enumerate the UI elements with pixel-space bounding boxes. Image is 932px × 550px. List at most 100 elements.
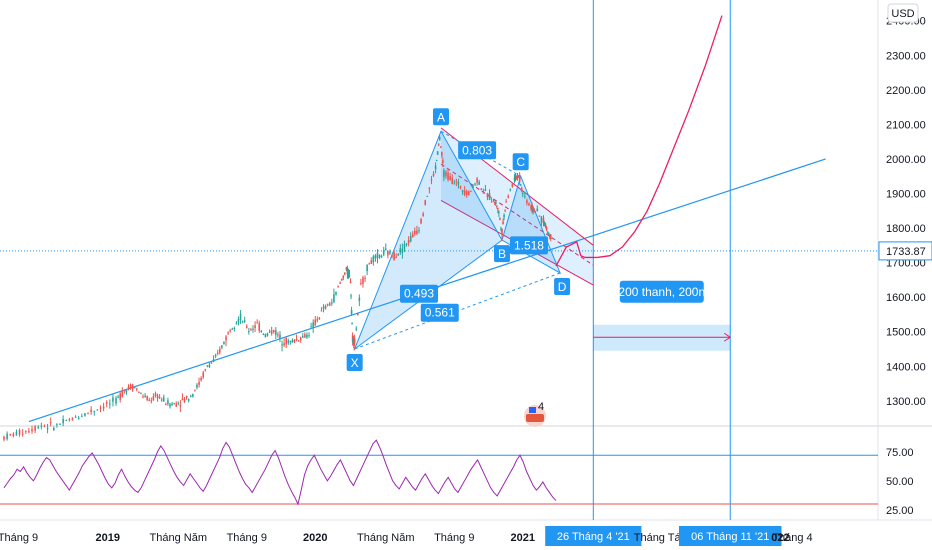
candle-body — [297, 340, 300, 342]
candle-body — [424, 200, 427, 205]
candle-body — [214, 354, 217, 357]
price-tick-label: 2200.00 — [886, 85, 926, 97]
rsi-line[interactable] — [3, 439, 557, 506]
candle-body — [342, 276, 345, 279]
candle-body — [179, 404, 182, 407]
point-label-box-D — [554, 277, 571, 295]
candle-body — [514, 175, 517, 181]
candle-body — [428, 188, 431, 190]
candle-body — [146, 396, 148, 400]
candle-body — [349, 281, 352, 283]
ratio-label-box — [420, 303, 459, 322]
candle-body — [283, 343, 285, 346]
candle-body — [216, 352, 219, 354]
ratio-label: 0.493 — [404, 287, 434, 301]
price-tick-label: 1800.00 — [886, 223, 926, 235]
time-marker-tag[interactable] — [545, 526, 642, 546]
candle-body — [308, 335, 310, 337]
candle-body — [422, 213, 424, 217]
candle-body — [351, 323, 353, 325]
candle-body — [129, 384, 132, 389]
price-tick-label: 1600.00 — [886, 292, 926, 304]
candle-body — [350, 310, 353, 315]
candle-body — [432, 173, 435, 176]
date-range-box[interactable] — [593, 324, 731, 351]
price-axis[interactable]: 2400.002300.002200.002100.002000.001900.… — [878, 16, 932, 408]
candle-body — [12, 433, 15, 437]
candle-body — [453, 182, 456, 184]
candle-body — [289, 340, 292, 342]
candle-body — [127, 386, 130, 389]
time-marker-label: 06 Tháng 11 '21 — [691, 531, 769, 543]
candle-body — [65, 420, 68, 422]
candle-body — [520, 188, 523, 192]
candle-body — [544, 224, 547, 227]
candle-body — [449, 176, 451, 181]
candle-body — [435, 160, 438, 162]
price-pane[interactable] — [0, 0, 878, 425]
time-tick-label: 2019 — [96, 532, 120, 544]
candle-body — [49, 421, 52, 423]
candle-body — [194, 390, 196, 392]
vertical-date-lines — [0, 0, 878, 520]
candle-body — [416, 230, 418, 234]
candle-body — [497, 207, 499, 210]
candle-body — [426, 195, 429, 197]
candle-body — [314, 319, 317, 326]
ratio-label-box — [458, 141, 497, 160]
point-label-D: D — [558, 280, 567, 294]
candle-body — [441, 152, 443, 156]
price-tick-label: 2100.00 — [886, 119, 926, 131]
candle-body — [407, 239, 410, 244]
candle-body — [171, 403, 173, 406]
candle-body — [340, 279, 343, 281]
candle-body — [322, 306, 325, 310]
candle-body — [474, 183, 476, 185]
candle-body — [223, 341, 225, 345]
candle-body — [196, 384, 198, 388]
candle-body — [3, 436, 5, 440]
candle-body — [250, 329, 252, 331]
candle-body — [389, 251, 391, 254]
point-label-A: A — [437, 110, 445, 124]
currency-box[interactable] — [887, 3, 919, 23]
candle-body — [457, 181, 460, 185]
price-tick-label: 1500.00 — [886, 327, 926, 339]
last-price-tag[interactable] — [878, 241, 932, 261]
candle-body — [156, 395, 159, 399]
candle-body — [221, 345, 223, 348]
rsi-tick-label: 50.00 — [886, 476, 914, 488]
candle-body — [131, 384, 134, 390]
candle-body — [543, 223, 546, 226]
candle-body — [360, 283, 362, 285]
us-flag-icon[interactable] — [524, 405, 546, 427]
currency-label: USD — [891, 8, 914, 20]
rsi-tick-label: 75.00 — [886, 447, 914, 459]
date-range-tool[interactable]: 200 thanh, 200n — [593, 280, 732, 351]
candle-body — [302, 336, 304, 338]
projection-layer — [555, 15, 723, 267]
candle-body — [169, 403, 171, 407]
candle-body — [482, 190, 485, 192]
time-tick-label: Tháng Tám — [634, 532, 690, 544]
ratio-label: 1.518 — [514, 238, 544, 252]
point-label-box-A — [432, 108, 449, 126]
candle-body — [148, 399, 151, 401]
candle-body — [438, 137, 441, 140]
time-axis[interactable]: Tháng 9 2019 Tháng Năm Tháng 9 2020 Tháng Năm… — [0, 526, 813, 546]
candle-body — [162, 397, 165, 402]
candle-body — [231, 328, 234, 330]
candle-body — [266, 333, 269, 336]
candle-body — [262, 333, 265, 335]
candle-body — [348, 275, 351, 277]
candle-body — [501, 228, 503, 236]
candle-body — [68, 419, 71, 421]
ratio-label: 0.561 — [425, 306, 455, 320]
time-marker-tag[interactable] — [679, 526, 782, 546]
projection-curve[interactable] — [555, 15, 723, 267]
candle-body — [395, 256, 397, 258]
candle-body — [210, 362, 213, 364]
point-label-box-X — [346, 353, 363, 371]
candle-body — [391, 255, 393, 257]
